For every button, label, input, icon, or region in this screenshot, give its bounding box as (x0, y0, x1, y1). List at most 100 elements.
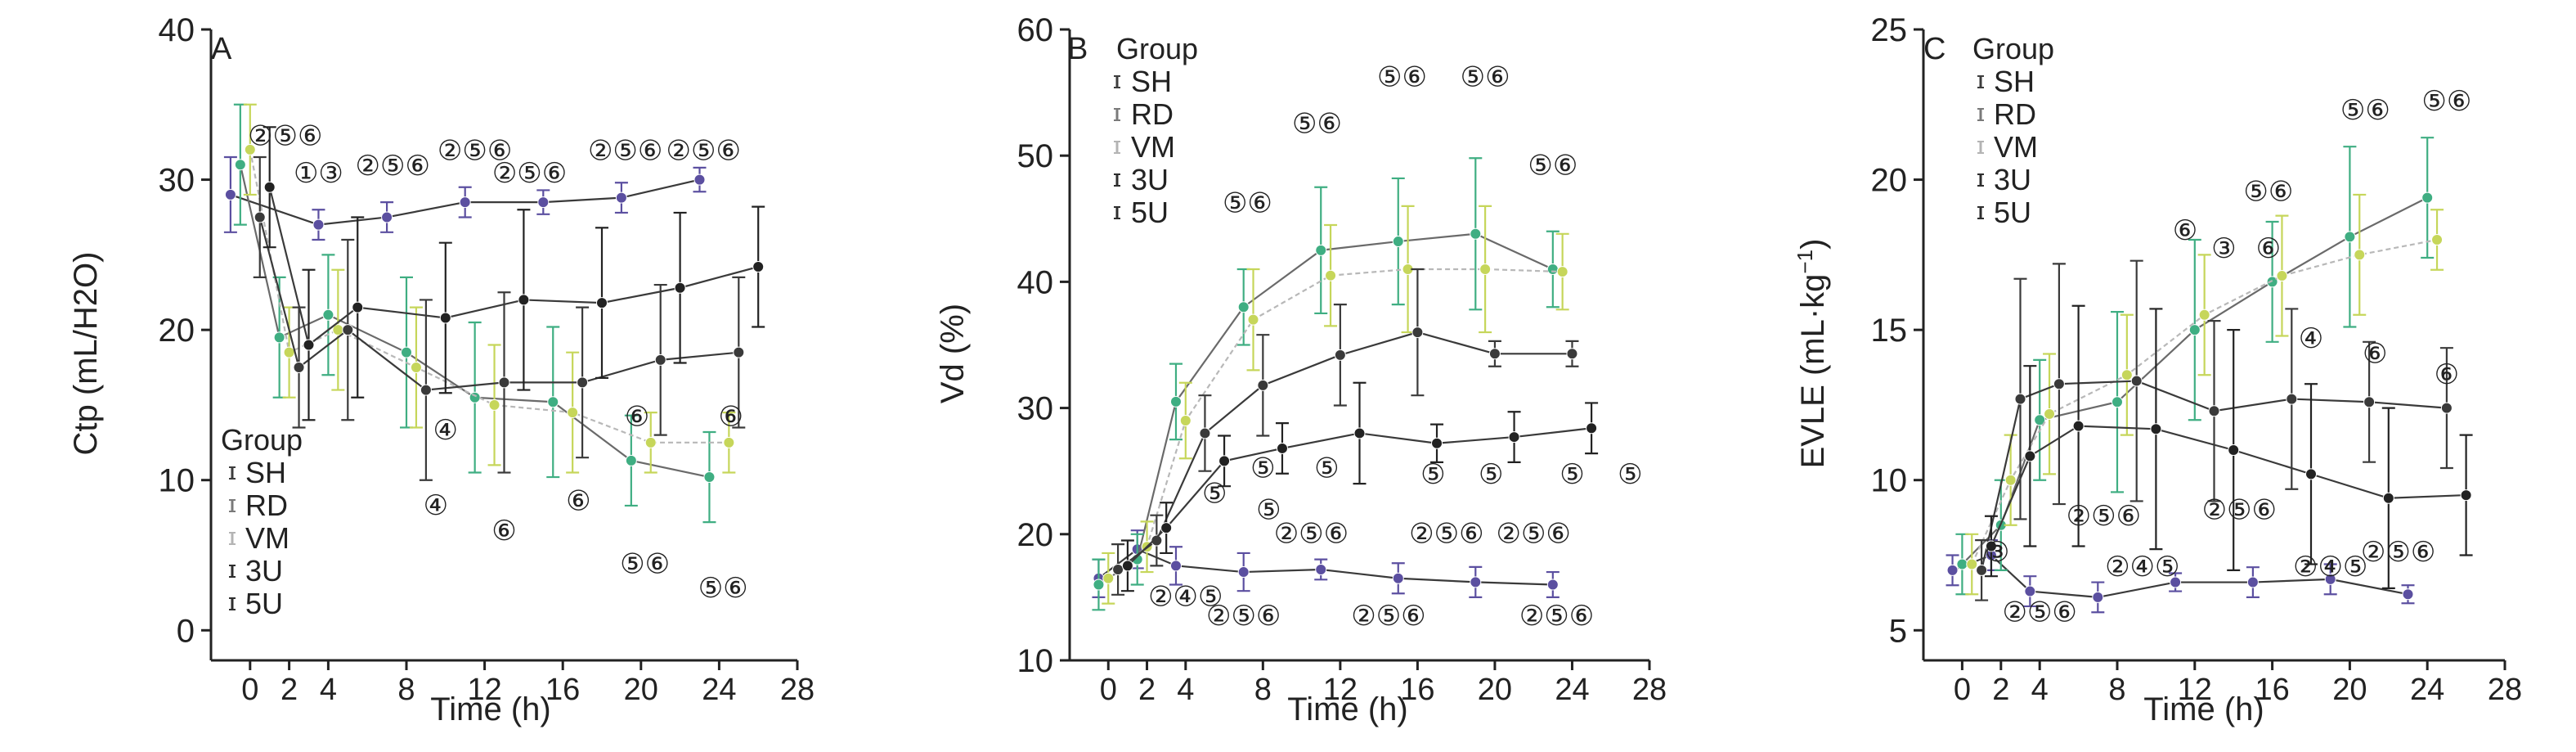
panel-c-point-sh (2402, 588, 2414, 601)
panel-a-xlabel: Time (h) (430, 691, 550, 727)
panel-c-point-vm (2198, 308, 2210, 321)
panel-a-point-rd (547, 396, 559, 408)
panel-c-line-5u (1990, 425, 2466, 547)
panel-c-point-3u (2208, 405, 2220, 417)
panel-b-y-tick-label: 50 (1017, 138, 1054, 174)
panel-b-xlabel: Time (h) (1287, 691, 1407, 727)
panel-a-point-sh (693, 173, 706, 186)
panel-c-point-vm (2431, 234, 2444, 245)
panel-b-significance-label: ⑤ (1314, 453, 1339, 484)
panel-b-legend-5u: 5U (1131, 196, 1169, 229)
panel-b-significance-label: ⑤⑥ (1461, 61, 1510, 92)
panel-b-significance-label: ⑤ (1256, 494, 1281, 525)
panel-c-x-tick-label: 16 (2255, 673, 2289, 707)
panel-a-point-sh (537, 196, 550, 209)
panel-a-point-vm (488, 399, 500, 411)
panel-c-point-3u (1976, 564, 1988, 576)
panel-a-y-tick-label: 10 (159, 463, 195, 499)
panel-a-point-3u (293, 362, 305, 374)
panel-a-point-rd (273, 331, 285, 344)
panel-c-significance-label: ⑤⑥ (2340, 95, 2390, 126)
panel-a-point-vm (644, 436, 657, 448)
panel-a-point-sh (459, 196, 471, 209)
panel-b-significance-label: ②⑤⑥ (1274, 519, 1349, 550)
panel-b-point-3u (1488, 348, 1501, 360)
panel-b-point-sh (1315, 563, 1327, 575)
panel-b-point-rd (1470, 227, 1482, 240)
panel-c-legend-vm: VM (1994, 130, 2038, 164)
panel-a-y-tick-label: 0 (177, 613, 195, 649)
panel-b-legend-3u: 3U (1131, 163, 1169, 196)
panel-c-point-rd (1956, 558, 1968, 570)
panel-c-point-rd (2112, 396, 2123, 408)
panel-b-point-rd (1392, 236, 1404, 248)
panel-a-point-5u (352, 301, 364, 313)
panel-a-y-tick-label: 20 (159, 313, 195, 349)
panel-a-point-5u (596, 297, 608, 309)
panel-a-point-vm (244, 143, 256, 155)
panel-a-y-tick-label: 40 (159, 12, 195, 48)
panel-b-point-5u (1431, 437, 1443, 449)
panel-b-legend: Group SH RD VM 3U 5U (1114, 32, 1198, 229)
panel-a-point-vm (567, 407, 579, 419)
panel-b-point-3u (1566, 348, 1578, 360)
panel-c-point-vm (2044, 408, 2056, 420)
panel-a-line-vm (249, 149, 729, 444)
panel-a-point-sh (615, 191, 627, 204)
panel-b-point-rd (1546, 263, 1559, 275)
panel-a-point-5u (518, 294, 530, 306)
panel-c-y-tick-label: 10 (1871, 463, 1908, 499)
panel-c-significance-label: ⑤⑥ (2243, 176, 2293, 207)
panel-b-point-rd (1093, 579, 1105, 591)
panel-b-point-3u (1199, 427, 1211, 439)
panel-a-point-rd (322, 308, 334, 321)
panel-a-series (223, 103, 765, 524)
panel-b-legend-vm: VM (1131, 130, 1175, 164)
panel-c-significance-label: ⑥ (2435, 359, 2459, 390)
panel-a-point-rd (625, 454, 637, 466)
panel-b-point-sh (1546, 579, 1559, 591)
panel-c-line-sh (1952, 554, 2408, 599)
panel-a-significance-label: ④ (424, 490, 448, 521)
panel-c-significance-label: ②⑤⑥ (2067, 501, 2141, 532)
panel-b-point-5u (1160, 522, 1173, 534)
panel-c-point-rd (2188, 324, 2201, 336)
panel-a-significance-label: ②⑤⑥ (492, 158, 567, 189)
panel-a-significance-label: ⑥ (491, 516, 516, 547)
panel-c-y-tick-label: 20 (1871, 163, 1908, 199)
panel-a-point-5u (752, 261, 765, 273)
panel-b-significance-label: ②⑤⑥ (1206, 601, 1281, 632)
panel-b-x-tick-label: 16 (1400, 673, 1434, 707)
panel-b-point-vm (1556, 266, 1568, 278)
panel-a-line-5u (268, 187, 759, 347)
panel-a-line-3u (258, 217, 739, 391)
panel-b-point-sh (1237, 566, 1250, 579)
panel-c-point-rd (2266, 276, 2278, 288)
panel-c-point-5u (2382, 492, 2394, 504)
panel-c-point-vm (2120, 369, 2133, 381)
panel-b-point-vm (1479, 263, 1492, 275)
panel-a-legend-vm: VM (245, 521, 289, 555)
panel-c-point-rd (2034, 414, 2046, 426)
panel-a-x-tick-label: 16 (545, 673, 580, 707)
panel-c-x-tick-label: 20 (2332, 673, 2367, 707)
panel-c-point-vm (2354, 249, 2366, 261)
panel-c-x-tick-label: 0 (1954, 673, 1971, 707)
panel-a-point-vm (410, 362, 422, 374)
panel-c-point-5u (2024, 450, 2036, 462)
panel-a-x-tick-label: 0 (241, 673, 258, 707)
panel-c-y-tick-label: 25 (1871, 12, 1908, 48)
panel-c-y-tick-label: 15 (1871, 313, 1908, 349)
panel-b-point-3u (1112, 563, 1124, 575)
panel-b-point-rd (1169, 395, 1182, 408)
panel-a-point-rd (469, 391, 481, 403)
panel-b-significance-label: ②⑤⑥ (1351, 601, 1425, 632)
panel-b-significance-label: ②⑤⑥ (1519, 601, 1594, 632)
panel-b-point-rd (1315, 244, 1327, 256)
panel-b-point-vm (1179, 415, 1192, 427)
panel-c-xlabel: Time (h) (2143, 691, 2264, 727)
panel-b-significance-label: ⑤⑥ (1377, 61, 1427, 92)
panel-c-point-3u (2286, 393, 2298, 405)
panel-a-y-tick-label: 30 (159, 163, 195, 199)
